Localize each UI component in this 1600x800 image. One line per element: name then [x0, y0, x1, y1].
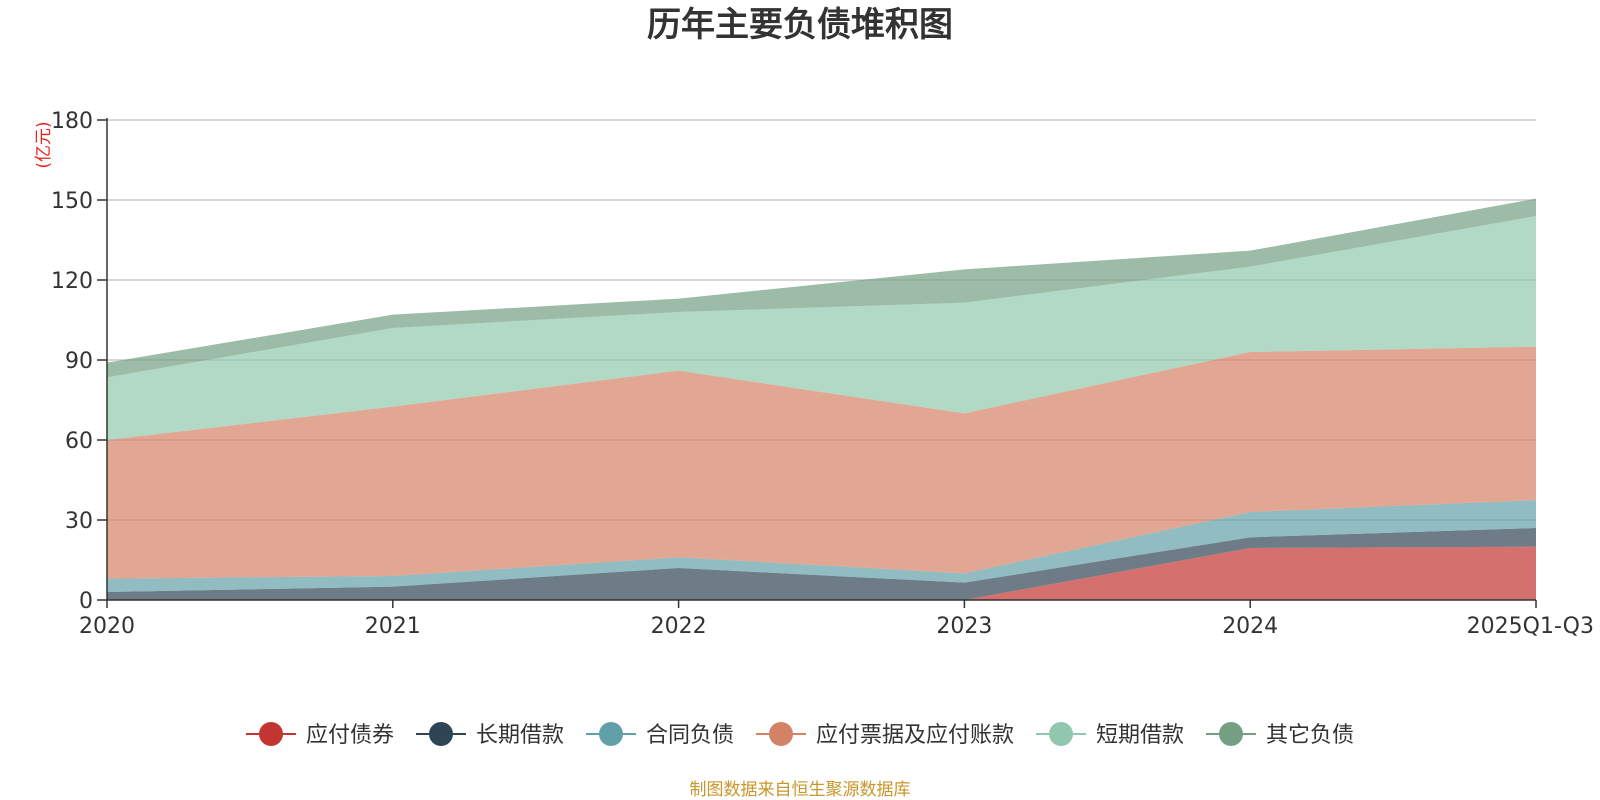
area-6: [107, 198, 1536, 378]
legend-item-1: 应付债券: [246, 722, 394, 748]
legend-item-3: 合同负债: [586, 722, 734, 748]
y-tick-label-30: 30: [65, 509, 93, 534]
legend-marker-3: [599, 722, 623, 746]
x-tick-label-6: 2025Q1-Q3: [1467, 614, 1594, 639]
y-tick-label-180: 180: [51, 109, 93, 134]
y-axis-unit-label: (亿元): [34, 121, 54, 168]
legend-marker-1: [259, 722, 283, 746]
data-source-note: 制图数据来自恒生聚源数据库: [690, 780, 911, 800]
legend-label-4: 应付票据及应付账款: [816, 723, 1014, 748]
chart-title: 历年主要负债堆积图: [647, 5, 953, 45]
legend-label-3: 合同负债: [646, 723, 734, 748]
legend-label-2: 长期借款: [476, 723, 564, 748]
x-tick-label-3: 2022: [651, 614, 707, 639]
area-2: [107, 528, 1536, 600]
legend-item-5: 短期借款: [1036, 722, 1184, 748]
x-tick-label-2: 2021: [365, 614, 421, 639]
area-4: [107, 346, 1536, 579]
area-5: [107, 216, 1536, 440]
x-tick-label-1: 2020: [79, 614, 135, 639]
axes: 0 30 60 90 120 150 180 2020 2021 2022 2023 2024 2025…: [51, 109, 1594, 639]
legend-item-6: 其它负债: [1206, 722, 1354, 748]
y-tick-label-150: 150: [51, 189, 93, 214]
y-tick-label-60: 60: [65, 429, 93, 454]
legend-marker-2: [429, 722, 453, 746]
area-1: [107, 546, 1536, 600]
legend-marker-5: [1049, 722, 1073, 746]
legend-label-1: 应付债券: [306, 723, 394, 748]
area-3: [107, 500, 1536, 592]
y-tick-label-120: 120: [51, 269, 93, 294]
legend-label-5: 短期借款: [1096, 723, 1184, 748]
legend-label-6: 其它负债: [1266, 723, 1354, 748]
legend-item-2: 长期借款: [416, 722, 564, 748]
legend-marker-4: [769, 722, 793, 746]
legend-item-4: 应付票据及应付账款: [756, 722, 1014, 748]
legend-marker-6: [1219, 722, 1243, 746]
x-tick-label-5: 2024: [1222, 614, 1278, 639]
area-series: [107, 198, 1536, 600]
y-tick-label-90: 90: [65, 349, 93, 374]
x-tick-label-4: 2023: [936, 614, 992, 639]
legend: 应付债券 长期借款 合同负债 应付票据及应付账款 短期借款 其它负债: [246, 722, 1354, 748]
y-tick-label-0: 0: [79, 589, 93, 614]
